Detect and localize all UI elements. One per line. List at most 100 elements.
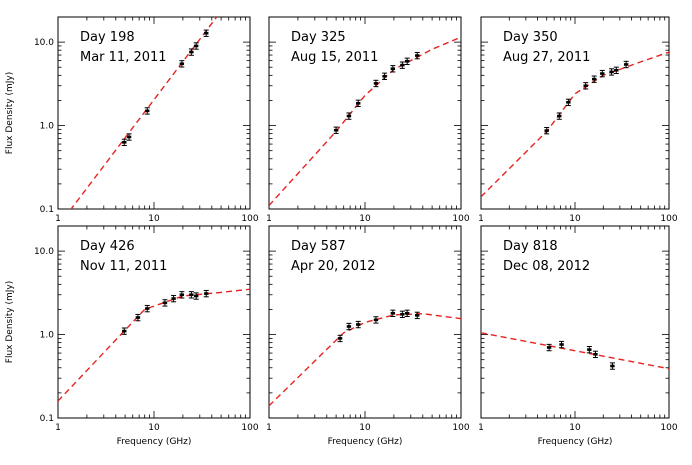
model-curve [481, 51, 669, 198]
x-tick-label: 1 [55, 214, 61, 224]
x-tick-label: 10 [359, 423, 371, 433]
x-tick-label: 100 [452, 423, 469, 433]
data-point [121, 327, 127, 335]
model-curve [58, 288, 250, 402]
panel-2: 1 10 100 Day 325 Aug 15, 2011 [266, 16, 470, 224]
panel-6: 1 10 100 Frequency (GHz) Day 818 Dec 08, 2012 [478, 225, 678, 447]
data-point [544, 126, 550, 135]
x-tick-label: 10 [148, 214, 160, 224]
data-point [390, 309, 396, 318]
x-tick-label: 100 [660, 423, 677, 433]
panel-1: 1 10 100 0.1 1.0 10.0 Flux Density (mJy) Day 19… [5, 16, 259, 224]
plot-frame [268, 16, 462, 210]
data-point [609, 362, 615, 370]
data-point [599, 69, 605, 78]
data-point [382, 72, 388, 80]
data-point [556, 112, 562, 120]
data-point [609, 68, 615, 76]
data-point [144, 107, 150, 115]
data-point [613, 66, 619, 75]
data-point [399, 61, 405, 69]
data-point [565, 98, 571, 107]
data-point [193, 42, 199, 50]
x-tick-label: 1 [55, 423, 61, 433]
data-point [373, 79, 379, 88]
x-tick-label: 100 [241, 423, 258, 433]
data-point [559, 340, 565, 349]
data-point [355, 320, 361, 329]
data-point [171, 294, 177, 303]
x-tick-label: 1 [478, 423, 484, 433]
plot-frame [57, 16, 251, 210]
panel-date-label: Aug 15, 2011 [291, 50, 378, 65]
data-point [546, 343, 552, 352]
plot-frame [480, 225, 670, 419]
data-point [404, 57, 410, 65]
y-axis-title: Flux Density (mJy) [5, 281, 15, 363]
data-point [333, 126, 339, 134]
data-point [188, 291, 194, 299]
plot-frame [268, 225, 462, 419]
data-point [592, 350, 598, 359]
plot-frame [57, 225, 251, 419]
data-point [346, 112, 352, 120]
x-tick-label: 1 [266, 214, 272, 224]
panel-5: 1 10 100 Frequency (GHz) Day 587 Apr 20, 2012 [266, 225, 470, 447]
y-tick-label: 0.1 [40, 414, 54, 424]
data-point [414, 51, 420, 60]
model-curve [70, 17, 218, 209]
y-tick-label: 1.0 [40, 122, 55, 132]
plot-frame [480, 16, 670, 210]
data-point [203, 29, 209, 37]
model-curve [481, 332, 669, 370]
x-axis-title: Frequency (GHz) [538, 437, 613, 447]
panel-3: 1 10 100 Day 350 Aug 27, 2011 [478, 16, 678, 224]
panel-day-label: Day 198 [80, 30, 135, 45]
data-point [586, 346, 592, 354]
data-point [390, 65, 396, 73]
panel-date-label: Dec 08, 2012 [503, 259, 590, 274]
x-tick-label: 100 [660, 214, 677, 224]
x-tick-label: 10 [569, 423, 581, 433]
data-point [162, 299, 168, 307]
x-axis-title: Frequency (GHz) [117, 437, 192, 447]
panel-day-label: Day 325 [291, 30, 346, 45]
data-point [404, 309, 410, 318]
y-tick-label: 10.0 [34, 38, 54, 48]
data-point [188, 48, 194, 56]
panel-day-label: Day 350 [503, 30, 558, 45]
data-point [179, 291, 185, 299]
x-tick-label: 100 [452, 214, 469, 224]
model-curve [269, 312, 461, 407]
data-point [414, 311, 420, 320]
panel-4: 1 10 100 0.1 1.0 10.0 Flux Density (mJy) Freque… [5, 225, 259, 447]
data-point [337, 334, 343, 343]
data-point [126, 133, 132, 141]
data-point [203, 289, 209, 298]
panel-date-label: Nov 11, 2011 [80, 259, 167, 274]
data-point [623, 60, 629, 69]
data-point [193, 292, 199, 300]
x-tick-label: 100 [241, 214, 258, 224]
x-axis-title: Frequency (GHz) [328, 437, 403, 447]
model-curve [269, 36, 461, 206]
x-tick-label: 10 [359, 214, 371, 224]
data-point [399, 310, 405, 319]
data-point [583, 82, 589, 90]
y-tick-label: 1.0 [40, 331, 55, 341]
data-point [346, 322, 352, 331]
data-point [591, 75, 597, 83]
y-tick-label: 10.0 [34, 247, 54, 257]
y-tick-label: 0.1 [40, 205, 54, 215]
x-tick-label: 10 [148, 423, 160, 433]
y-axis-title: Flux Density (mJy) [5, 72, 15, 154]
data-point [121, 138, 127, 147]
x-tick-label: 1 [266, 423, 272, 433]
panel-day-label: Day 426 [80, 239, 135, 254]
panel-date-label: Apr 20, 2012 [291, 259, 376, 274]
data-point [135, 313, 141, 322]
panel-date-label: Aug 27, 2011 [503, 50, 590, 65]
panel-day-label: Day 587 [291, 239, 346, 254]
data-point [373, 316, 379, 324]
